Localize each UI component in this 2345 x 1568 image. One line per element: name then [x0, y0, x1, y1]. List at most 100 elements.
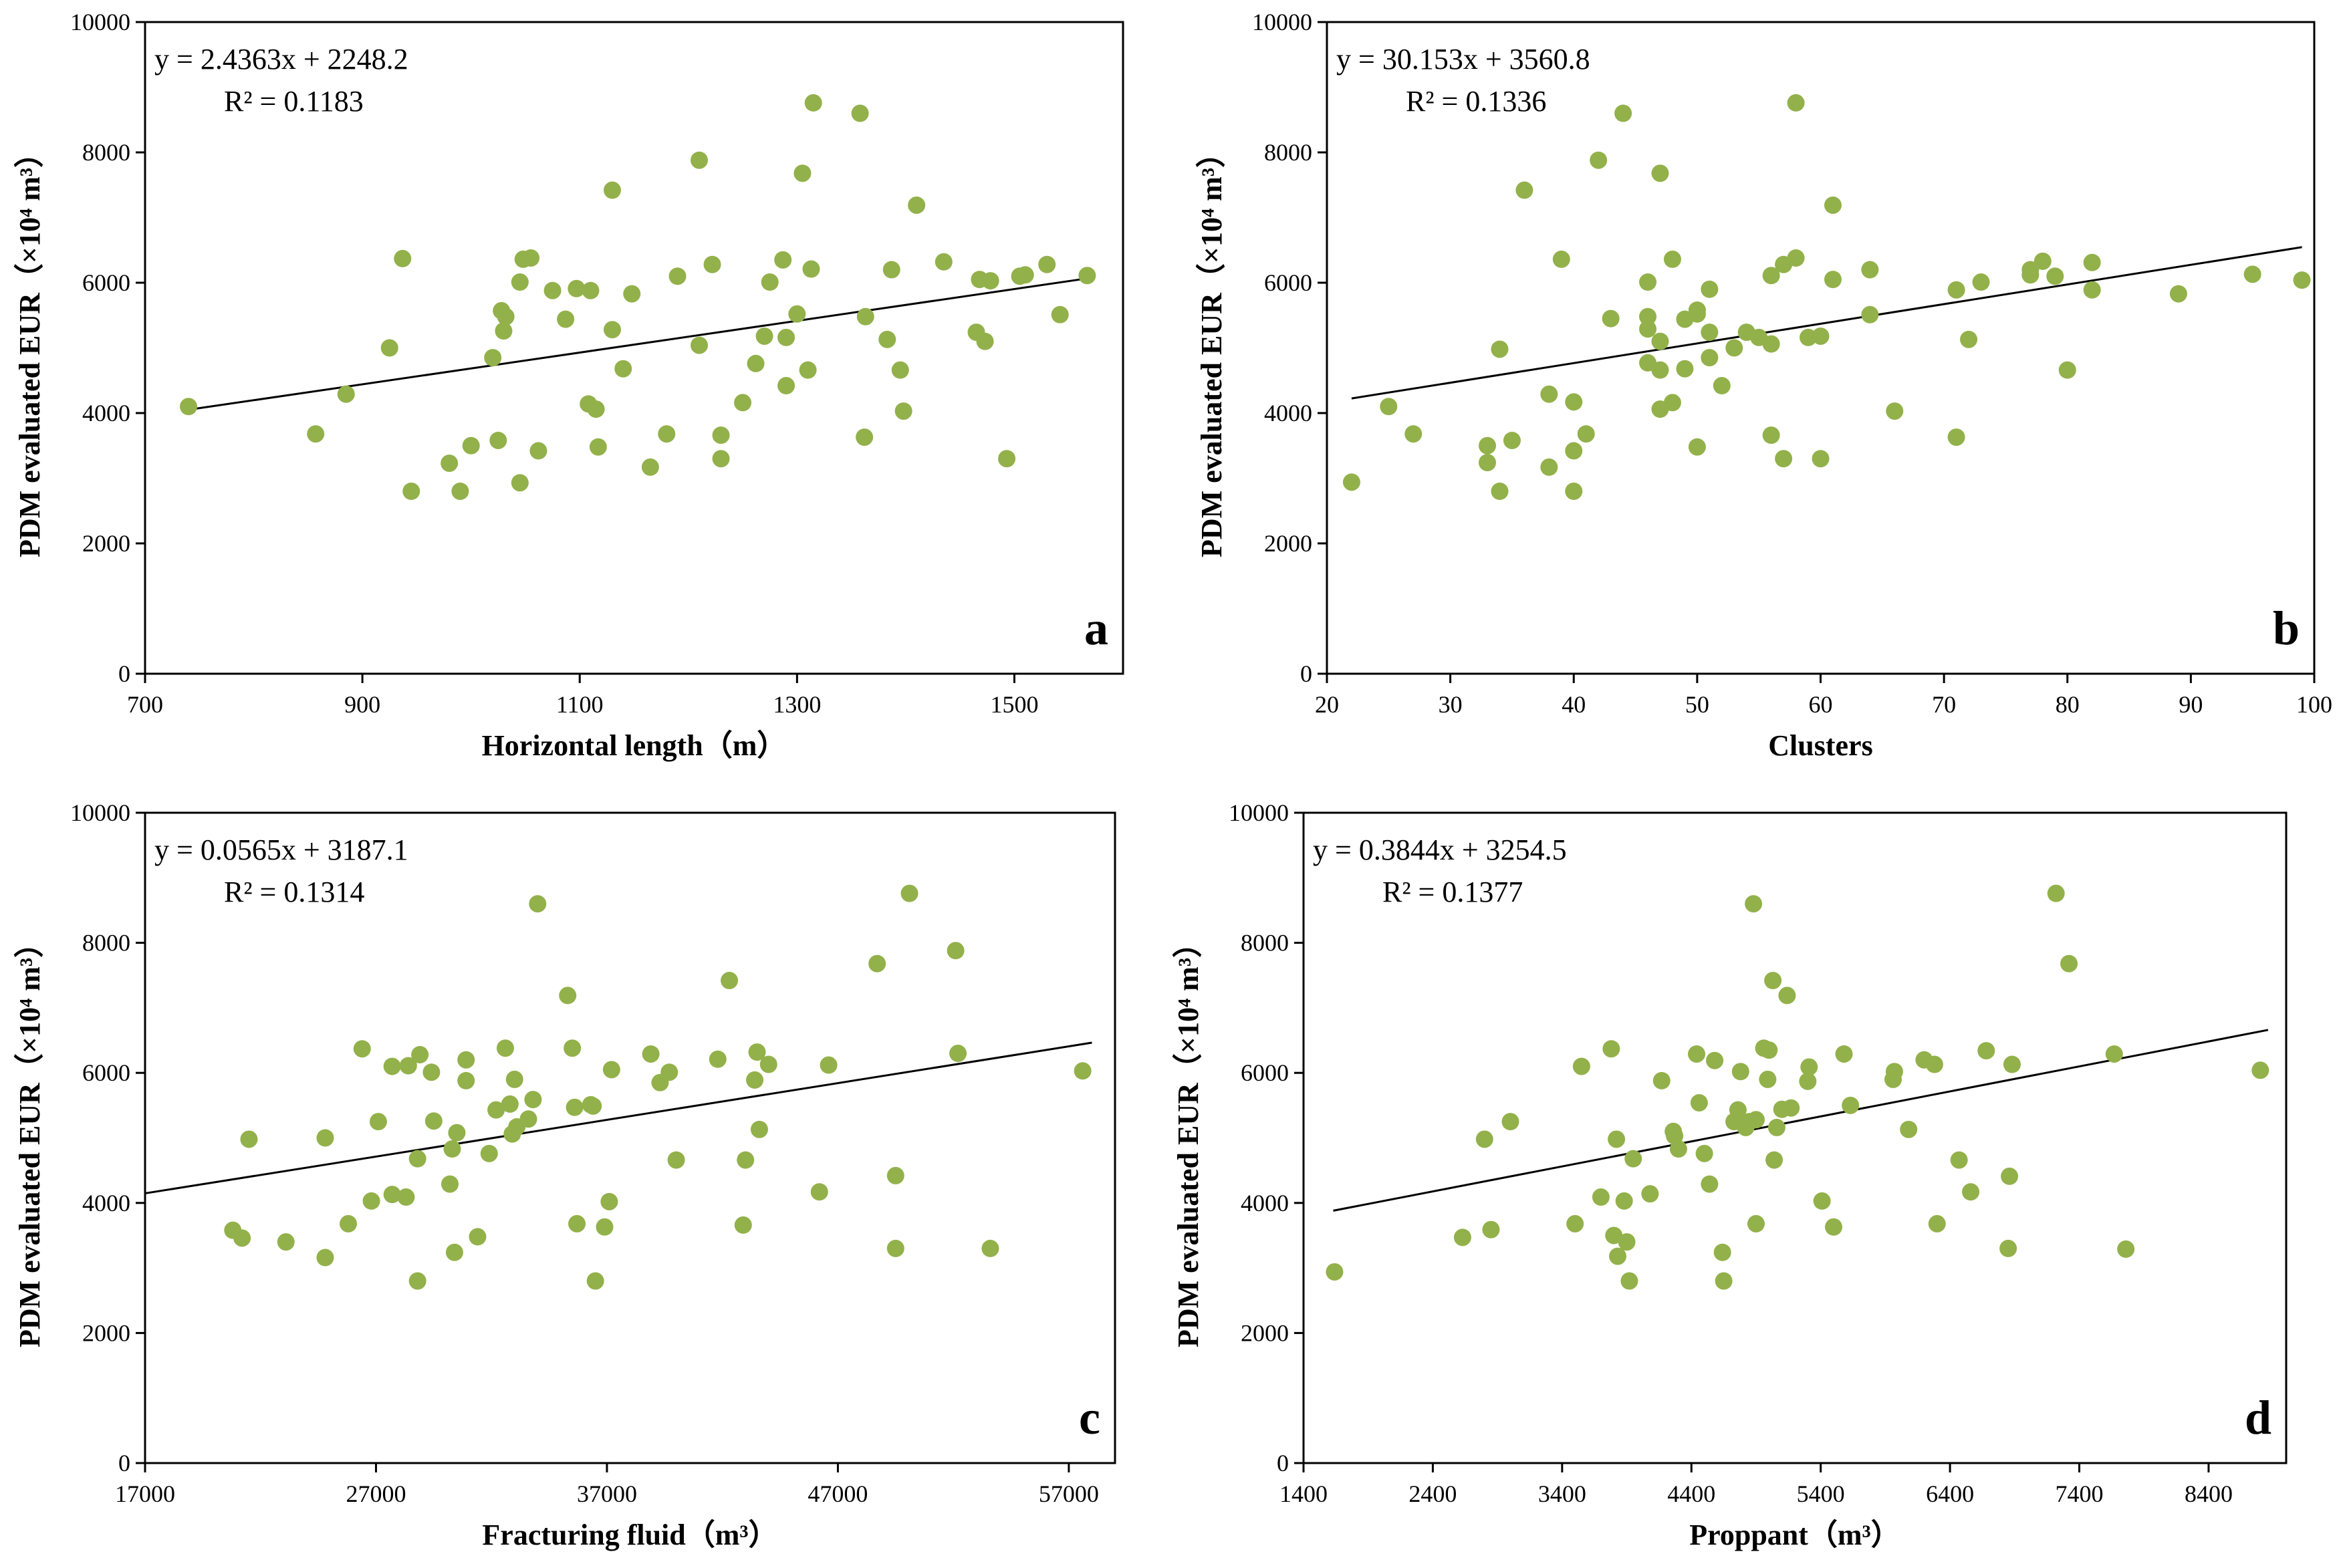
data-point: [1491, 483, 1509, 500]
data-point: [981, 272, 999, 290]
data-point: [1479, 454, 1497, 472]
x-axis-title: Proppant（m³）: [1689, 1519, 1900, 1551]
panel-letter: c: [1079, 1391, 1100, 1444]
x-tick-label: 900: [344, 691, 380, 718]
data-point: [1759, 1070, 1777, 1088]
data-point: [501, 1095, 519, 1113]
x-tick-label: 80: [2056, 691, 2080, 718]
data-point: [1540, 385, 1558, 403]
data-point: [559, 987, 577, 1005]
y-tick-label: 10000: [1229, 799, 1289, 826]
y-axis-title: PDM evaluated EUR（×10⁴ m³）: [13, 138, 46, 557]
data-point: [1565, 393, 1583, 411]
data-point: [582, 281, 600, 299]
data-point: [947, 942, 965, 960]
data-point: [1812, 450, 1830, 468]
data-point: [1482, 1220, 1500, 1238]
y-tick-label: 0: [1277, 1450, 1289, 1476]
data-point: [511, 273, 529, 291]
x-axis-title: Horizontal length（m）: [482, 729, 787, 762]
x-tick-label: 100: [2296, 691, 2332, 718]
data-point: [233, 1229, 251, 1247]
data-point: [1701, 280, 1719, 298]
plot-frame: [144, 811, 1116, 1464]
x-tick-label: 5400: [1797, 1480, 1845, 1507]
data-point: [1651, 164, 1669, 182]
y-tick-label: 10000: [70, 799, 130, 826]
data-point: [1960, 330, 1978, 348]
data-point: [2169, 285, 2187, 303]
data-point: [422, 1063, 441, 1081]
data-point: [369, 1113, 387, 1131]
data-point: [397, 1188, 415, 1206]
data-point: [820, 1056, 838, 1074]
y-tick-label: 2000: [1264, 530, 1312, 557]
data-point: [1479, 436, 1497, 454]
plot-frame: [144, 21, 1124, 675]
y-tick-label: 8000: [82, 930, 130, 956]
data-point: [2001, 1167, 2019, 1185]
data-point: [1775, 450, 1793, 468]
data-point: [1861, 261, 1879, 279]
x-tick-label: 30: [1439, 691, 1463, 718]
data-point: [519, 1110, 537, 1128]
data-point: [886, 1239, 904, 1257]
data-point: [1501, 1113, 1519, 1131]
data-point: [1767, 1118, 1785, 1136]
y-tick-label: 10000: [1252, 9, 1312, 35]
data-point: [316, 1249, 334, 1267]
y-axis-title: PDM evaluated EUR（×10⁴ m³）: [13, 928, 46, 1347]
data-point: [495, 322, 513, 340]
data-point: [755, 327, 773, 345]
data-point: [793, 164, 812, 182]
data-point: [734, 394, 752, 412]
data-point: [489, 431, 507, 449]
data-point: [1404, 425, 1423, 443]
data-point: [1676, 360, 1694, 378]
data-point: [457, 1051, 475, 1069]
data-point: [1885, 1063, 1903, 1081]
data-point: [543, 281, 562, 299]
y-tick-label: 6000: [82, 269, 130, 296]
panel-a: 0 2000 4000 6000 8000 10000 700 900 1100 1300 1500…: [13, 9, 1124, 762]
data-point: [1778, 987, 1796, 1005]
y-tick-label: 6000: [1264, 269, 1312, 296]
data-point: [496, 1039, 514, 1057]
y-tick-label: 6000: [1241, 1059, 1289, 1086]
y-tick-label: 8000: [82, 139, 130, 166]
x-tick-label: 37000: [577, 1480, 637, 1507]
data-point: [894, 402, 912, 420]
y-tick-label: 0: [118, 1450, 130, 1476]
data-point: [658, 425, 676, 443]
data-point: [1824, 271, 1842, 289]
data-point: [337, 385, 355, 403]
r-squared-label: R² = 0.1336: [1406, 85, 1546, 118]
data-point: [804, 94, 822, 112]
data-point: [1962, 1183, 1980, 1201]
data-point: [1491, 340, 1509, 358]
data-point: [441, 454, 459, 473]
data-point: [709, 1050, 727, 1068]
panel-d: 0 2000 4000 6000 8000 10000 1400 2400 3400 4400 54…: [1172, 799, 2288, 1551]
data-point: [761, 273, 779, 291]
data-point: [2047, 884, 2065, 902]
data-point: [1503, 431, 1521, 449]
data-point: [1078, 267, 1096, 285]
y-tick-label: 0: [1300, 660, 1312, 687]
x-tick-label: 1100: [556, 691, 604, 718]
data-point: [1566, 1214, 1584, 1232]
data-point: [451, 483, 469, 500]
data-point: [691, 151, 709, 169]
y-tick-label: 4000: [1241, 1190, 1289, 1216]
data-point: [2251, 1061, 2269, 1079]
data-point: [180, 398, 198, 416]
data-point: [1715, 1272, 1733, 1290]
y-tick-label: 2000: [82, 530, 130, 557]
data-point: [810, 1183, 828, 1201]
y-tick-label: 4000: [1264, 400, 1312, 426]
data-point: [399, 1057, 417, 1075]
data-point: [1609, 1247, 1627, 1265]
trend-line: [144, 1041, 1092, 1194]
data-point: [1552, 250, 1570, 268]
data-point: [1602, 1040, 1620, 1058]
